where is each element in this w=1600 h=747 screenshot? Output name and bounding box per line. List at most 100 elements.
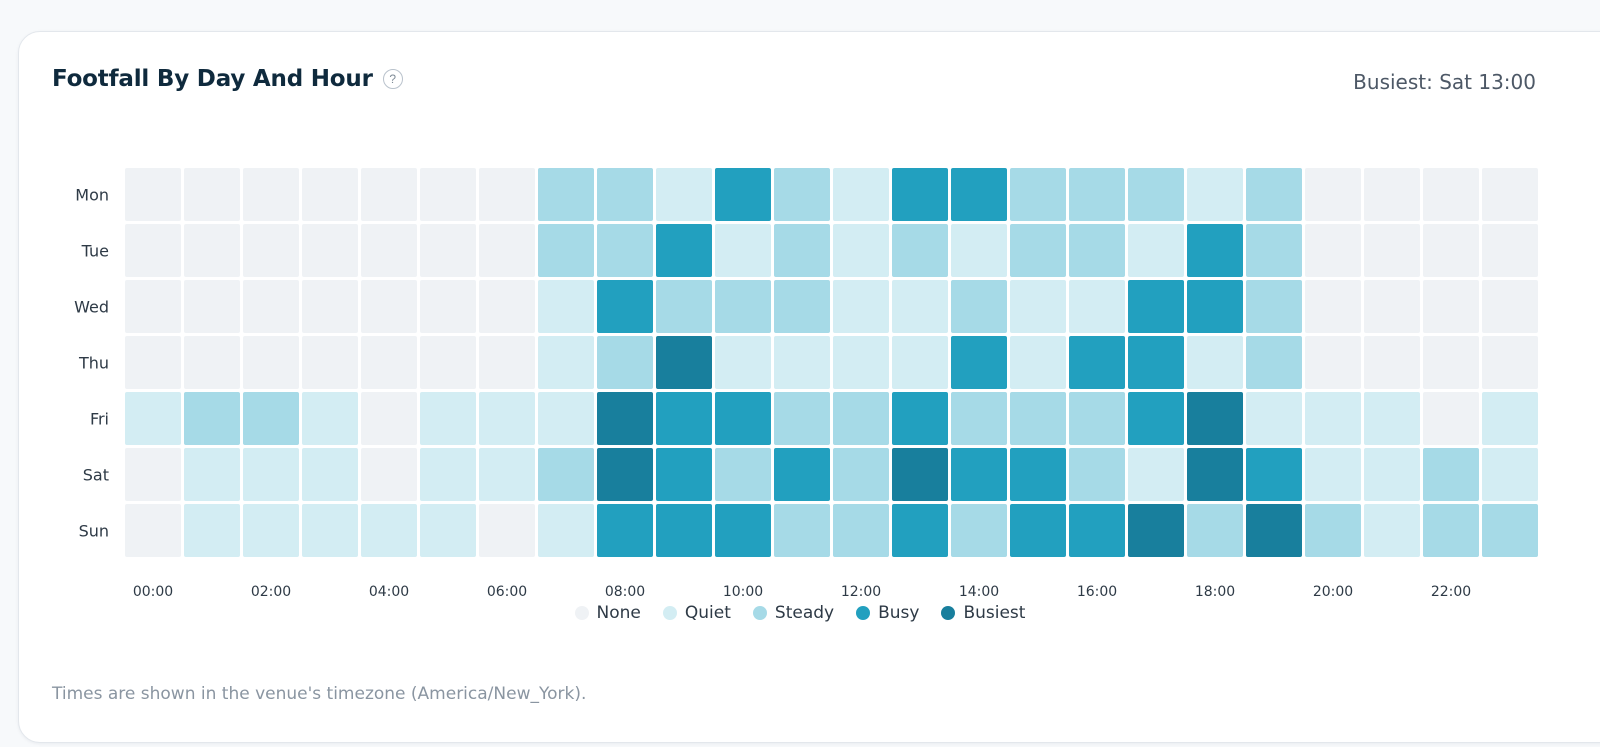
heat-cell-fri-19[interactable]: Fri 19:00 — Quiet xyxy=(1246,392,1302,445)
heat-cell-tue-05[interactable]: Tue 05:00 — None xyxy=(420,224,476,277)
heat-cell-fri-11[interactable]: Fri 11:00 — Steady xyxy=(774,392,830,445)
heat-cell-tue-08[interactable]: Tue 08:00 — Steady xyxy=(597,224,653,277)
heat-cell-fri-01[interactable]: Fri 01:00 — Steady xyxy=(184,392,240,445)
heat-cell-thu-15[interactable]: Thu 15:00 — Quiet xyxy=(1010,336,1066,389)
heat-cell-wed-22[interactable]: Wed 22:00 — None xyxy=(1423,280,1479,333)
heat-cell-wed-19[interactable]: Wed 19:00 — Steady xyxy=(1246,280,1302,333)
heat-cell-tue-19[interactable]: Tue 19:00 — Steady xyxy=(1246,224,1302,277)
heat-cell-wed-01[interactable]: Wed 01:00 — None xyxy=(184,280,240,333)
heat-cell-mon-00[interactable]: Mon 00:00 — None xyxy=(125,168,181,221)
heat-cell-thu-10[interactable]: Thu 10:00 — Quiet xyxy=(715,336,771,389)
heat-cell-sat-10[interactable]: Sat 10:00 — Steady xyxy=(715,448,771,501)
heat-cell-mon-14[interactable]: Mon 14:00 — Busy xyxy=(951,168,1007,221)
heat-cell-sat-02[interactable]: Sat 02:00 — Quiet xyxy=(243,448,299,501)
heat-cell-thu-23[interactable]: Thu 23:00 — None xyxy=(1482,336,1538,389)
heat-cell-fri-23[interactable]: Fri 23:00 — Quiet xyxy=(1482,392,1538,445)
heat-cell-mon-22[interactable]: Mon 22:00 — None xyxy=(1423,168,1479,221)
heat-cell-tue-22[interactable]: Tue 22:00 — None xyxy=(1423,224,1479,277)
heat-cell-fri-05[interactable]: Fri 05:00 — Quiet xyxy=(420,392,476,445)
heat-cell-sat-07[interactable]: Sat 07:00 — Steady xyxy=(538,448,594,501)
heat-cell-wed-16[interactable]: Wed 16:00 — Quiet xyxy=(1069,280,1125,333)
heat-cell-mon-23[interactable]: Mon 23:00 — None xyxy=(1482,168,1538,221)
heat-cell-mon-17[interactable]: Mon 17:00 — Steady xyxy=(1128,168,1184,221)
heat-cell-sat-20[interactable]: Sat 20:00 — Quiet xyxy=(1305,448,1361,501)
heat-cell-sun-18[interactable]: Sun 18:00 — Steady xyxy=(1187,504,1243,557)
heat-cell-sun-01[interactable]: Sun 01:00 — Quiet xyxy=(184,504,240,557)
heat-cell-mon-08[interactable]: Mon 08:00 — Steady xyxy=(597,168,653,221)
heat-cell-thu-17[interactable]: Thu 17:00 — Busy xyxy=(1128,336,1184,389)
heat-cell-mon-21[interactable]: Mon 21:00 — None xyxy=(1364,168,1420,221)
heat-cell-fri-06[interactable]: Fri 06:00 — Quiet xyxy=(479,392,535,445)
heat-cell-tue-14[interactable]: Tue 14:00 — Quiet xyxy=(951,224,1007,277)
heat-cell-sat-19[interactable]: Sat 19:00 — Busy xyxy=(1246,448,1302,501)
heat-cell-wed-14[interactable]: Wed 14:00 — Steady xyxy=(951,280,1007,333)
heat-cell-sat-06[interactable]: Sat 06:00 — Quiet xyxy=(479,448,535,501)
heat-cell-fri-17[interactable]: Fri 17:00 — Busy xyxy=(1128,392,1184,445)
heat-cell-fri-10[interactable]: Fri 10:00 — Busy xyxy=(715,392,771,445)
heat-cell-mon-03[interactable]: Mon 03:00 — None xyxy=(302,168,358,221)
heat-cell-wed-07[interactable]: Wed 07:00 — Quiet xyxy=(538,280,594,333)
heat-cell-sun-02[interactable]: Sun 02:00 — Quiet xyxy=(243,504,299,557)
heat-cell-sat-15[interactable]: Sat 15:00 — Busy xyxy=(1010,448,1066,501)
heat-cell-sat-12[interactable]: Sat 12:00 — Steady xyxy=(833,448,889,501)
heat-cell-sat-01[interactable]: Sat 01:00 — Quiet xyxy=(184,448,240,501)
heat-cell-mon-12[interactable]: Mon 12:00 — Quiet xyxy=(833,168,889,221)
heat-cell-tue-02[interactable]: Tue 02:00 — None xyxy=(243,224,299,277)
heat-cell-wed-09[interactable]: Wed 09:00 — Steady xyxy=(656,280,712,333)
heat-cell-sat-18[interactable]: Sat 18:00 — Busiest xyxy=(1187,448,1243,501)
heat-cell-wed-12[interactable]: Wed 12:00 — Quiet xyxy=(833,280,889,333)
heat-cell-mon-15[interactable]: Mon 15:00 — Steady xyxy=(1010,168,1066,221)
heat-cell-sun-23[interactable]: Sun 23:00 — Steady xyxy=(1482,504,1538,557)
heat-cell-thu-05[interactable]: Thu 05:00 — None xyxy=(420,336,476,389)
heat-cell-wed-18[interactable]: Wed 18:00 — Busy xyxy=(1187,280,1243,333)
heat-cell-mon-06[interactable]: Mon 06:00 — None xyxy=(479,168,535,221)
heat-cell-sun-16[interactable]: Sun 16:00 — Busy xyxy=(1069,504,1125,557)
heat-cell-wed-13[interactable]: Wed 13:00 — Quiet xyxy=(892,280,948,333)
heat-cell-thu-12[interactable]: Thu 12:00 — Quiet xyxy=(833,336,889,389)
heat-cell-fri-21[interactable]: Fri 21:00 — Quiet xyxy=(1364,392,1420,445)
heat-cell-mon-04[interactable]: Mon 04:00 — None xyxy=(361,168,417,221)
heat-cell-sat-08[interactable]: Sat 08:00 — Busiest xyxy=(597,448,653,501)
heat-cell-fri-03[interactable]: Fri 03:00 — Quiet xyxy=(302,392,358,445)
heat-cell-fri-16[interactable]: Fri 16:00 — Steady xyxy=(1069,392,1125,445)
heat-cell-mon-09[interactable]: Mon 09:00 — Quiet xyxy=(656,168,712,221)
heat-cell-wed-10[interactable]: Wed 10:00 — Steady xyxy=(715,280,771,333)
heat-cell-thu-20[interactable]: Thu 20:00 — None xyxy=(1305,336,1361,389)
heat-cell-sun-10[interactable]: Sun 10:00 — Busy xyxy=(715,504,771,557)
heat-cell-sun-00[interactable]: Sun 00:00 — None xyxy=(125,504,181,557)
heat-cell-sat-17[interactable]: Sat 17:00 — Quiet xyxy=(1128,448,1184,501)
heat-cell-fri-07[interactable]: Fri 07:00 — Quiet xyxy=(538,392,594,445)
heat-cell-wed-03[interactable]: Wed 03:00 — None xyxy=(302,280,358,333)
heat-cell-wed-05[interactable]: Wed 05:00 — None xyxy=(420,280,476,333)
heat-cell-sun-15[interactable]: Sun 15:00 — Busy xyxy=(1010,504,1066,557)
heat-cell-thu-21[interactable]: Thu 21:00 — None xyxy=(1364,336,1420,389)
heat-cell-mon-19[interactable]: Mon 19:00 — Steady xyxy=(1246,168,1302,221)
heat-cell-fri-04[interactable]: Fri 04:00 — None xyxy=(361,392,417,445)
heat-cell-mon-13[interactable]: Mon 13:00 — Busy xyxy=(892,168,948,221)
heat-cell-sun-13[interactable]: Sun 13:00 — Busy xyxy=(892,504,948,557)
heat-cell-mon-01[interactable]: Mon 01:00 — None xyxy=(184,168,240,221)
heat-cell-sun-04[interactable]: Sun 04:00 — Quiet xyxy=(361,504,417,557)
heat-cell-sat-09[interactable]: Sat 09:00 — Busy xyxy=(656,448,712,501)
heat-cell-tue-12[interactable]: Tue 12:00 — Quiet xyxy=(833,224,889,277)
heat-cell-tue-00[interactable]: Tue 00:00 — None xyxy=(125,224,181,277)
heat-cell-thu-18[interactable]: Thu 18:00 — Quiet xyxy=(1187,336,1243,389)
heat-cell-fri-18[interactable]: Fri 18:00 — Busiest xyxy=(1187,392,1243,445)
heat-cell-tue-18[interactable]: Tue 18:00 — Busy xyxy=(1187,224,1243,277)
heat-cell-thu-00[interactable]: Thu 00:00 — None xyxy=(125,336,181,389)
heat-cell-tue-23[interactable]: Tue 23:00 — None xyxy=(1482,224,1538,277)
heat-cell-thu-08[interactable]: Thu 08:00 — Steady xyxy=(597,336,653,389)
heat-cell-thu-02[interactable]: Thu 02:00 — None xyxy=(243,336,299,389)
heat-cell-thu-01[interactable]: Thu 01:00 — None xyxy=(184,336,240,389)
heat-cell-sat-00[interactable]: Sat 00:00 — None xyxy=(125,448,181,501)
heat-cell-wed-23[interactable]: Wed 23:00 — None xyxy=(1482,280,1538,333)
heat-cell-sat-23[interactable]: Sat 23:00 — Quiet xyxy=(1482,448,1538,501)
heat-cell-mon-20[interactable]: Mon 20:00 — None xyxy=(1305,168,1361,221)
heat-cell-tue-11[interactable]: Tue 11:00 — Steady xyxy=(774,224,830,277)
heat-cell-fri-08[interactable]: Fri 08:00 — Busiest xyxy=(597,392,653,445)
heat-cell-tue-16[interactable]: Tue 16:00 — Steady xyxy=(1069,224,1125,277)
heat-cell-thu-06[interactable]: Thu 06:00 — None xyxy=(479,336,535,389)
help-icon[interactable]: ? xyxy=(382,69,403,89)
heat-cell-mon-05[interactable]: Mon 05:00 — None xyxy=(420,168,476,221)
heat-cell-sun-17[interactable]: Sun 17:00 — Busiest xyxy=(1128,504,1184,557)
